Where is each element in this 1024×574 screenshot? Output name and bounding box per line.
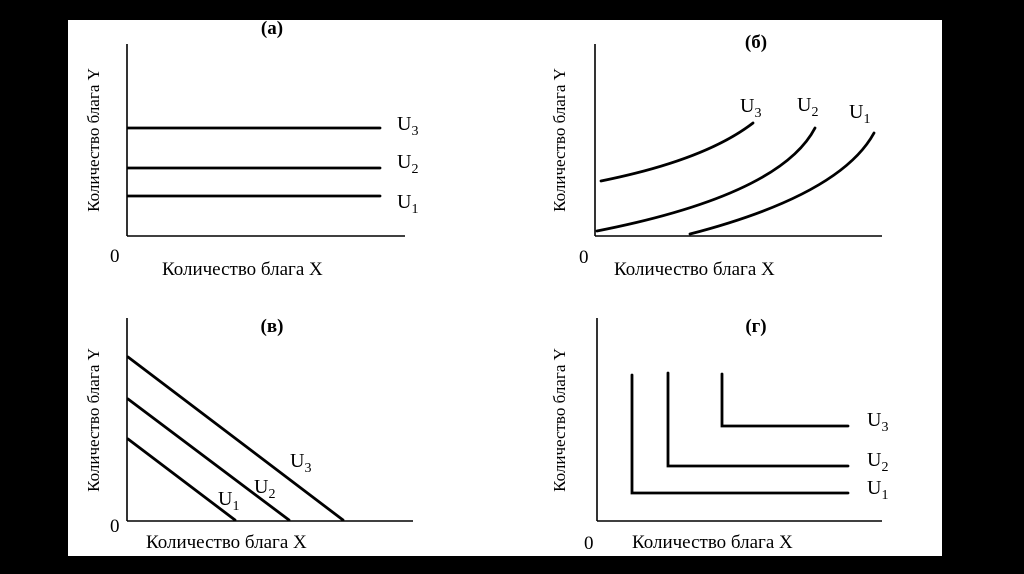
panel-a-curve-label-u1: U1 bbox=[397, 191, 418, 217]
panel-v-curve-u2 bbox=[126, 397, 291, 522]
panel-v: (в) 0 Количество блага X Количество благ… bbox=[84, 316, 413, 553]
panel-g-curve-label-u2: U2 bbox=[867, 449, 888, 475]
panel-g-curve-u3 bbox=[720, 372, 850, 428]
panel-v-y-axis-label: Количество блага Y bbox=[84, 348, 103, 492]
panel-a-label: (а) bbox=[261, 18, 283, 39]
panel-g-curve-label-u1: U1 bbox=[867, 477, 888, 503]
panel-g-curve-u1 bbox=[630, 373, 850, 495]
panel-g-label: (г) bbox=[745, 316, 766, 337]
panel-g-origin: 0 bbox=[584, 533, 594, 554]
panel-a-x-axis-label: Количество блага X bbox=[162, 259, 323, 280]
panel-v-origin: 0 bbox=[110, 516, 120, 537]
panel-a-y-axis-label: Количество блага Y bbox=[84, 68, 103, 212]
panel-a-curve-label-u2: U2 bbox=[397, 151, 418, 177]
panel-b-origin: 0 bbox=[579, 247, 589, 268]
panel-v-x-axis-label: Количество блага X bbox=[146, 532, 307, 553]
panel-b-curve-label-u2: U2 bbox=[797, 94, 818, 120]
panel-v-curve-label-u3: U3 bbox=[290, 450, 311, 476]
panel-a: (а) 0 Количество блага X Количество благ… bbox=[84, 18, 418, 280]
panel-a-origin: 0 bbox=[110, 246, 120, 267]
panel-v-curve-label-u1: U1 bbox=[218, 488, 239, 514]
panel-g-curve-u2 bbox=[666, 371, 850, 468]
panel-v-curve-u3 bbox=[126, 355, 345, 522]
panel-b-curve-u3 bbox=[599, 121, 755, 183]
panel-g: (г) 0 Количество блага X Количество благ… bbox=[550, 316, 888, 554]
panel-g-curve-label-u3: U3 bbox=[867, 409, 888, 435]
panel-b-label: (б) bbox=[745, 32, 767, 53]
panel-b-curve-label-u1: U1 bbox=[849, 101, 870, 127]
panel-v-label: (в) bbox=[261, 316, 284, 337]
panel-b-curve-u2 bbox=[595, 126, 817, 233]
panel-v-curve-u1 bbox=[126, 437, 237, 522]
panel-a-curve-label-u3: U3 bbox=[397, 113, 418, 139]
panel-b: (б) 0 Количество блага X Количество благ… bbox=[550, 32, 882, 280]
panel-g-x-axis-label: Количество блага X bbox=[632, 532, 793, 553]
panel-b-y-axis-label: Количество блага Y bbox=[550, 68, 569, 212]
panel-b-curve-label-u3: U3 bbox=[740, 95, 761, 121]
panel-b-x-axis-label: Количество блага X bbox=[614, 259, 775, 280]
panel-g-y-axis-label: Количество блага Y bbox=[550, 348, 569, 492]
panel-v-curve-label-u2: U2 bbox=[254, 476, 275, 502]
panel-b-curve-u1 bbox=[688, 131, 876, 236]
